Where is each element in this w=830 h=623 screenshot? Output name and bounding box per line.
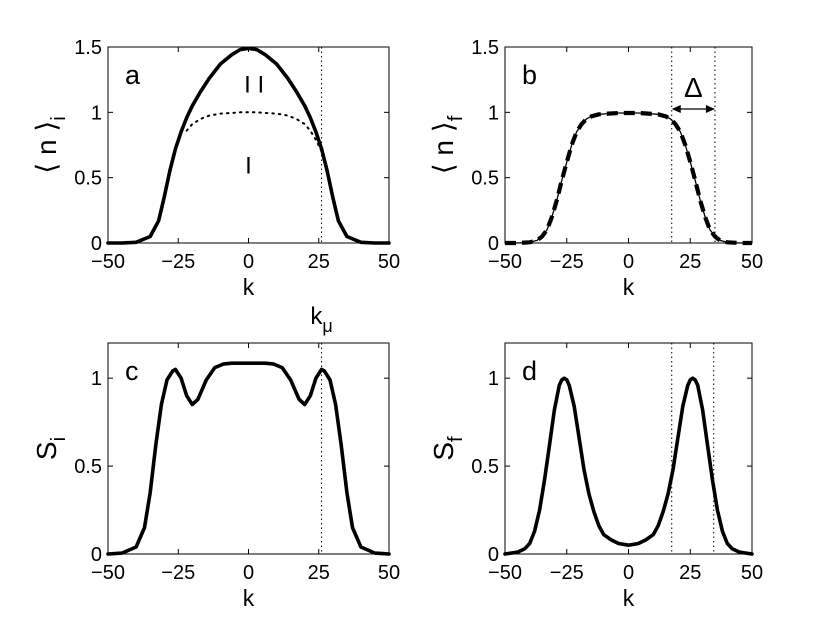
delta-arrow-head-left — [671, 105, 681, 113]
x-axis-label: k — [623, 585, 635, 611]
y-tick-label: 0.5 — [471, 456, 499, 478]
axes-frame — [107, 342, 390, 555]
series-line-solid-thick — [106, 46, 391, 245]
y-axis-label-main: ⟨ n ⟩ — [31, 121, 62, 174]
delta-arrow-head-right — [705, 105, 715, 113]
series-line-solid-thick — [106, 361, 391, 556]
panel-c: −50 −25 0 25 50 0 0.5 1 k Si c — [31, 342, 400, 611]
panel-letter: c — [125, 356, 139, 386]
x-tick-label: 25 — [679, 251, 701, 273]
x-tick-label: 0 — [243, 251, 254, 273]
y-tick-label: 1 — [91, 102, 102, 124]
panel-letter: b — [522, 60, 537, 90]
y-tick-label: 0 — [488, 544, 499, 566]
delta-annotation: Δ — [684, 72, 703, 103]
series-line-dashed-thick — [505, 110, 752, 246]
panel-d: −50 −25 0 25 50 0 0.5 1 k Sf d — [428, 342, 763, 611]
y-axis-label: Sf — [428, 436, 467, 461]
y-axis-label-sub: i — [48, 116, 70, 120]
y-axis-label-main: ⟨ n ⟩ — [428, 121, 459, 174]
series-line-solid-thick — [503, 376, 754, 556]
x-tick-label: 50 — [378, 562, 400, 584]
y-tick-label: 0 — [91, 233, 102, 255]
y-tick-label: 0.5 — [74, 168, 102, 190]
k-mu-annotation: kμ — [310, 303, 332, 336]
x-tick-label: 0 — [243, 562, 254, 584]
panel-letter: d — [522, 356, 537, 386]
y-tick-label: 1 — [488, 102, 499, 124]
x-tick-label: 50 — [741, 251, 763, 273]
series-line-dotted — [185, 111, 323, 153]
panel-b: −50 −25 0 25 50 0 0.5 1 1.5 k ⟨ n ⟩f b Δ — [428, 37, 763, 300]
y-tick-label: 0 — [91, 544, 102, 566]
k-mu-sub: μ — [322, 316, 332, 336]
x-tick-label: −50 — [488, 251, 522, 273]
x-tick-label: 25 — [308, 251, 330, 273]
y-axis-label-sub: f — [445, 115, 467, 121]
y-tick-label: 1.5 — [74, 37, 102, 59]
x-tick-label: 50 — [741, 562, 763, 584]
x-tick-label: 50 — [378, 251, 400, 273]
region-label: I — [245, 153, 252, 180]
y-axis-label: Si — [31, 437, 70, 460]
y-tick-label: 1 — [488, 368, 499, 390]
x-tick-label: −25 — [550, 562, 584, 584]
region-label: I I — [244, 72, 264, 99]
x-tick-label: 0 — [623, 562, 634, 584]
y-axis-label-main: S — [428, 442, 459, 461]
x-axis-label: k — [243, 585, 255, 611]
axes-frame — [504, 342, 753, 555]
x-tick-label: 25 — [308, 562, 330, 584]
y-axis-label-sub: i — [48, 437, 70, 441]
y-tick-label: 0 — [488, 233, 499, 255]
x-tick-label: −25 — [161, 562, 195, 584]
x-tick-label: −25 — [550, 251, 584, 273]
y-axis-label-main: S — [31, 441, 62, 460]
y-axis-label: ⟨ n ⟩f — [428, 115, 467, 174]
x-tick-label: −50 — [488, 562, 522, 584]
x-tick-label: −50 — [91, 562, 125, 584]
y-tick-label: 1.5 — [471, 37, 499, 59]
y-tick-label: 0.5 — [74, 456, 102, 478]
x-tick-label: 25 — [679, 562, 701, 584]
x-axis-label: k — [623, 274, 635, 300]
y-axis-label: ⟨ n ⟩i — [31, 116, 70, 173]
x-tick-label: −25 — [161, 251, 195, 273]
y-axis-label-sub: f — [445, 436, 467, 442]
y-tick-label: 1 — [91, 368, 102, 390]
x-tick-label: 0 — [623, 251, 634, 273]
panel-letter: a — [125, 60, 141, 90]
k-mu-main: k — [310, 303, 323, 330]
x-axis-label: k — [243, 274, 255, 300]
x-tick-label: −50 — [91, 251, 125, 273]
y-tick-label: 0.5 — [471, 168, 499, 190]
